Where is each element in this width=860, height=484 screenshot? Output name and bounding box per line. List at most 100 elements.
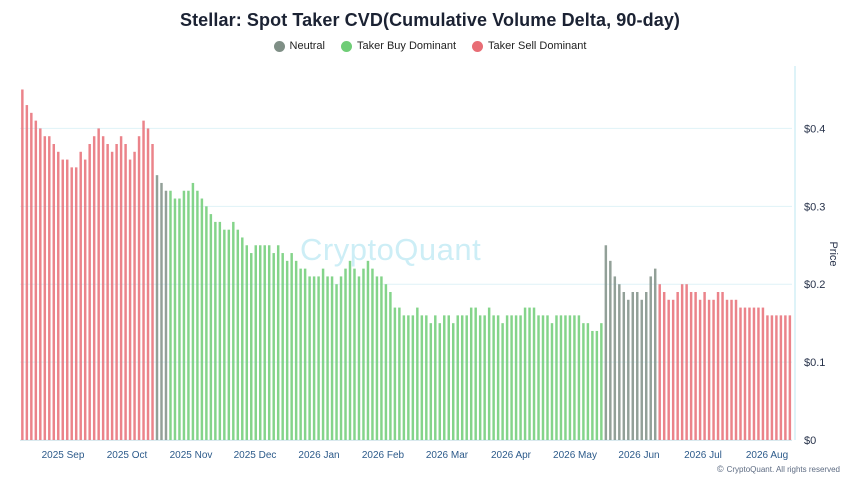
cvd-bar xyxy=(420,315,424,440)
cvd-bar xyxy=(559,315,563,440)
cvd-bar xyxy=(438,323,442,440)
y-tick-label: $0.1 xyxy=(804,357,825,369)
cvd-bar xyxy=(730,299,733,440)
cvd-bar xyxy=(259,245,262,440)
cvd-bar xyxy=(137,136,141,441)
cvd-bar xyxy=(402,315,406,440)
cvd-bar xyxy=(254,245,257,440)
cvd-bar xyxy=(586,323,590,440)
cvd-bar xyxy=(110,151,114,440)
cvd-bar xyxy=(362,268,365,440)
cvd-bar xyxy=(142,120,145,440)
cvd-bar xyxy=(267,245,271,440)
cvd-bar xyxy=(236,229,240,440)
cvd-bar xyxy=(106,144,109,440)
cvd-bar xyxy=(555,315,558,440)
cvd-bar xyxy=(582,323,585,440)
cvd-bar xyxy=(317,276,320,440)
cvd-bar xyxy=(312,276,316,440)
cvd-bar xyxy=(788,315,792,440)
cvd-bar xyxy=(384,284,388,440)
cvd-bar xyxy=(196,190,199,440)
cvd-bar xyxy=(519,315,522,440)
cvd-bar xyxy=(398,307,401,440)
legend-item-taker-buy[interactable]: Taker Buy Dominant xyxy=(340,40,457,52)
cvd-bar xyxy=(748,307,751,440)
cvd-bar xyxy=(645,292,648,440)
cvd-bar xyxy=(573,315,576,440)
cvd-bar xyxy=(443,315,446,440)
cvd-bar xyxy=(380,276,383,440)
cvd-bar xyxy=(209,214,213,440)
legend-marker-neutral xyxy=(273,40,285,52)
y-tick-label: $0 xyxy=(804,435,816,447)
cvd-bar xyxy=(191,182,195,440)
y-tick-label: $0.4 xyxy=(804,123,825,135)
cvd-bar xyxy=(353,268,356,440)
x-tick-label: 2026 Jul xyxy=(684,450,722,461)
cvd-bar xyxy=(389,292,392,440)
cvd-bar xyxy=(483,315,486,440)
cvd-bar xyxy=(613,276,617,440)
chart-legend: Neutral Taker Buy Dominant Taker Sell Do… xyxy=(0,40,860,52)
cvd-bar xyxy=(568,315,572,440)
cvd-bar xyxy=(716,292,720,440)
cvd-bar xyxy=(676,292,679,440)
cvd-bar xyxy=(272,253,275,440)
cvd-bar xyxy=(532,307,536,440)
cvd-bar xyxy=(416,307,419,440)
gridlines xyxy=(20,127,792,441)
cvd-bar xyxy=(752,307,756,440)
cvd-bar xyxy=(303,268,307,440)
cvd-bar xyxy=(146,128,150,440)
legend-label-neutral: Neutral xyxy=(289,40,325,52)
cvd-bar xyxy=(622,292,626,440)
cvd-bar xyxy=(83,159,87,440)
legend-label-taker-buy: Taker Buy Dominant xyxy=(356,40,457,52)
x-tick-label: 2025 Oct xyxy=(107,450,148,461)
cvd-bar xyxy=(577,315,581,440)
cvd-bar xyxy=(308,276,311,440)
footer-text: CryptoQuant. All rights reserved xyxy=(726,464,840,474)
footer: © CryptoQuant. All rights reserved xyxy=(717,464,840,474)
cvd-bar xyxy=(223,229,226,440)
cvd-bar xyxy=(227,229,231,440)
cvd-bar xyxy=(487,307,491,440)
cvd-bar xyxy=(636,292,639,440)
cvd-bar xyxy=(21,89,24,440)
cvd-bar xyxy=(627,299,630,440)
cvd-bar xyxy=(164,190,168,440)
cvd-bar xyxy=(92,136,96,441)
cvd-bar xyxy=(757,307,760,440)
cvd-bar xyxy=(653,268,657,440)
copyright-icon: © xyxy=(716,464,724,474)
cvd-bar xyxy=(97,128,100,440)
cvd-bar xyxy=(667,299,670,440)
cvd-bar xyxy=(447,315,450,440)
cvd-bar xyxy=(407,315,410,440)
legend-item-neutral[interactable]: Neutral xyxy=(273,40,325,52)
cvd-bar xyxy=(604,245,608,440)
cvd-bar xyxy=(460,315,464,440)
y-axis: $0 $0.1 $0.2 $0.3 $0.4 Price xyxy=(794,66,839,447)
cvd-bar xyxy=(133,151,136,440)
cvd-bar xyxy=(250,253,253,440)
cvd-bar xyxy=(88,144,91,440)
legend-marker-taker-sell xyxy=(472,40,484,52)
cvd-bar xyxy=(101,136,105,441)
cvd-bar xyxy=(434,315,437,440)
cvd-bar xyxy=(74,167,78,441)
cvd-bar xyxy=(43,136,47,441)
x-tick-label: 2026 Mar xyxy=(426,450,469,461)
legend-item-taker-sell[interactable]: Taker Sell Dominant xyxy=(472,40,586,52)
cvd-bar xyxy=(698,299,702,440)
cvd-bar xyxy=(609,260,612,440)
cvd-bar xyxy=(784,315,787,440)
cvd-bar xyxy=(671,299,675,440)
cvd-bar xyxy=(465,315,468,440)
cvd-bar xyxy=(299,268,302,440)
cvd-bar xyxy=(600,323,603,440)
cvd-bar xyxy=(707,299,711,440)
cvd-bar xyxy=(550,323,554,440)
cvd-bar xyxy=(725,299,729,440)
